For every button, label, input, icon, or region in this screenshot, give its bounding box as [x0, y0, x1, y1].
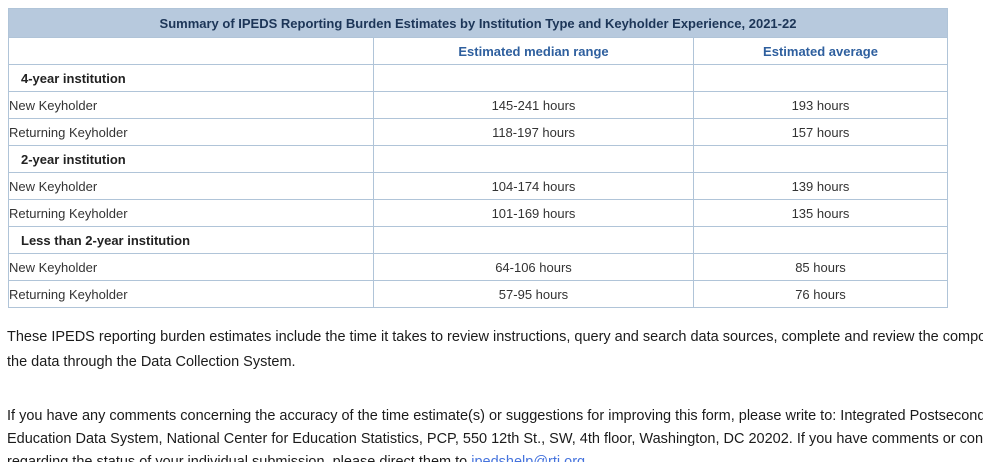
- median-range-value: 118-197 hours: [373, 118, 694, 146]
- section-row-4-year: 4-year institution: [8, 64, 948, 92]
- note-line: regarding the status of your individual …: [7, 451, 983, 462]
- section-label: 4-year institution: [8, 64, 374, 92]
- median-range-value: 101-169 hours: [373, 199, 694, 227]
- note-line-prefix: regarding the status of your individual …: [7, 454, 472, 462]
- average-value: 157 hours: [693, 118, 948, 146]
- row-label: Returning Keyholder: [8, 199, 374, 227]
- note-line: These IPEDS reporting burden estimates i…: [7, 329, 983, 345]
- section-label: 2-year institution: [8, 145, 374, 173]
- note-line: the data through the Data Collection Sys…: [7, 354, 296, 370]
- empty-cell: [373, 64, 694, 92]
- table-column-header-row: Estimated median range Estimated average: [8, 37, 948, 65]
- empty-cell: [693, 226, 948, 254]
- table-title-row: Summary of IPEDS Reporting Burden Estima…: [8, 8, 948, 38]
- row-label: Returning Keyholder: [8, 118, 374, 146]
- table-row: New Keyholder 104-174 hours 139 hours: [8, 172, 948, 200]
- row-label: New Keyholder: [8, 253, 374, 281]
- average-value: 193 hours: [693, 91, 948, 119]
- empty-cell: [693, 64, 948, 92]
- comments-note: If you have any comments concerning the …: [7, 405, 983, 462]
- average-value: 135 hours: [693, 199, 948, 227]
- average-value: 85 hours: [693, 253, 948, 281]
- note-line-suffix: .: [585, 454, 590, 462]
- row-label: New Keyholder: [8, 91, 374, 119]
- ipeds-help-email-link[interactable]: ipedshelp@rti.org: [471, 454, 586, 462]
- table-row: Returning Keyholder 57-95 hours 76 hours: [8, 280, 948, 308]
- note-line: If you have any comments concerning the …: [7, 408, 983, 424]
- row-label: New Keyholder: [8, 172, 374, 200]
- table-title: Summary of IPEDS Reporting Burden Estima…: [8, 8, 948, 38]
- section-row-2-year: 2-year institution: [8, 145, 948, 173]
- empty-cell: [693, 145, 948, 173]
- burden-estimates-table: Summary of IPEDS Reporting Burden Estima…: [8, 8, 948, 308]
- average-value: 76 hours: [693, 280, 948, 308]
- section-row-less-than-2-year: Less than 2-year institution: [8, 226, 948, 254]
- empty-cell: [373, 145, 694, 173]
- note-line: Education Data System, National Center f…: [7, 431, 983, 447]
- median-range-value: 145-241 hours: [373, 91, 694, 119]
- row-label: Returning Keyholder: [8, 280, 374, 308]
- section-label: Less than 2-year institution: [8, 226, 374, 254]
- median-range-value: 64-106 hours: [373, 253, 694, 281]
- empty-cell: [373, 226, 694, 254]
- column-header-blank: [8, 37, 374, 65]
- table-row: Returning Keyholder 118-197 hours 157 ho…: [8, 118, 948, 146]
- column-header-average: Estimated average: [693, 37, 948, 65]
- median-range-value: 104-174 hours: [373, 172, 694, 200]
- table-row: New Keyholder 64-106 hours 85 hours: [8, 253, 948, 281]
- table-row: New Keyholder 145-241 hours 193 hours: [8, 91, 948, 119]
- table-row: Returning Keyholder 101-169 hours 135 ho…: [8, 199, 948, 227]
- column-header-median-range: Estimated median range: [373, 37, 694, 65]
- average-value: 139 hours: [693, 172, 948, 200]
- burden-estimates-note: These IPEDS reporting burden estimates i…: [7, 325, 983, 375]
- median-range-value: 57-95 hours: [373, 280, 694, 308]
